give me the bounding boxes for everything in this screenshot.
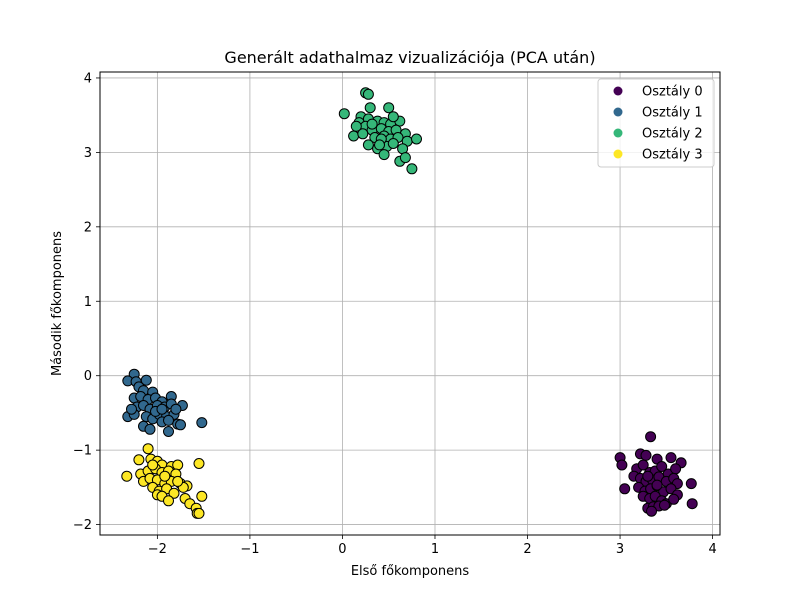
y-tick-label-1: −1 bbox=[73, 444, 92, 459]
series-2-point-37 bbox=[387, 111, 399, 123]
series-group-2 bbox=[338, 87, 422, 175]
series-0-point-5 bbox=[665, 452, 677, 464]
legend-marker-0 bbox=[613, 86, 623, 96]
series-3-point-6 bbox=[172, 459, 184, 471]
series-2-point-2 bbox=[338, 108, 350, 120]
series-1-point-3 bbox=[140, 374, 152, 386]
x-tick-label-0: −2 bbox=[148, 542, 167, 557]
x-tick-label-1: −1 bbox=[240, 542, 259, 557]
series-0-point-38 bbox=[686, 498, 698, 510]
series-0-point-13 bbox=[670, 463, 682, 475]
series-0-point-0 bbox=[645, 431, 657, 443]
data-points bbox=[121, 87, 698, 519]
series-2-point-33 bbox=[399, 152, 411, 164]
y-tick-label-2: 0 bbox=[84, 369, 92, 384]
legend-label-2: Osztály 2 bbox=[642, 127, 703, 142]
x-tick-label-2: 0 bbox=[338, 542, 346, 557]
y-tick-label-0: −2 bbox=[73, 518, 92, 533]
series-1-point-33 bbox=[196, 417, 208, 429]
series-3-point-3 bbox=[133, 454, 145, 466]
legend: Osztály 0 Osztály 1 Osztály 2 Osztály 3 bbox=[597, 78, 715, 168]
series-group-3 bbox=[121, 443, 208, 519]
chart-title: Generált adathalmaz vizualizációja (PCA … bbox=[224, 48, 595, 67]
series-0-point-44 bbox=[651, 479, 663, 491]
series-2-point-38 bbox=[374, 139, 385, 151]
series-1-point-31 bbox=[163, 426, 174, 437]
series-2-point-31 bbox=[378, 149, 390, 161]
series-0-point-42 bbox=[659, 499, 670, 511]
series-2-point-1 bbox=[362, 88, 374, 100]
legend-marker-1 bbox=[613, 107, 623, 117]
series-0-point-14 bbox=[616, 459, 628, 471]
series-3-point-36 bbox=[172, 475, 184, 487]
series-0-point-8 bbox=[637, 459, 649, 471]
series-3-point-38 bbox=[159, 470, 171, 482]
y-tick-label-4: 2 bbox=[84, 220, 92, 235]
series-3-point-7 bbox=[193, 458, 205, 469]
series-2-point-35 bbox=[366, 118, 378, 130]
series-3-point-25 bbox=[168, 487, 180, 499]
series-1-point-38 bbox=[170, 403, 182, 415]
series-group-1 bbox=[122, 368, 208, 437]
series-1-point-37 bbox=[156, 403, 168, 415]
plot-area-frame bbox=[99, 71, 721, 536]
series-2-point-34 bbox=[406, 163, 418, 175]
series-1-point-32 bbox=[175, 419, 186, 431]
grid-lines bbox=[100, 72, 720, 535]
legend-box bbox=[597, 78, 715, 168]
series-0-point-24 bbox=[619, 483, 631, 495]
series-0-point-37 bbox=[668, 493, 680, 505]
series-2-point-26 bbox=[362, 139, 374, 151]
legend-marker-2 bbox=[613, 128, 623, 138]
series-3-point-8 bbox=[121, 470, 133, 482]
series-0-point-23 bbox=[685, 478, 697, 490]
series-2-point-4 bbox=[383, 102, 395, 114]
x-tick-label-3: 1 bbox=[431, 542, 439, 557]
series-3-point-0 bbox=[142, 443, 154, 455]
y-axis-label: Második főkomponens bbox=[50, 231, 65, 376]
series-2-point-3 bbox=[364, 102, 376, 114]
x-tick-label-4: 2 bbox=[523, 542, 531, 557]
series-1-point-29 bbox=[144, 423, 156, 435]
series-2-point-19 bbox=[357, 128, 369, 140]
series-2-point-18 bbox=[348, 130, 360, 142]
axis-ticks: −2 −1 0 1 2 3 4 −2 −1 0 1 2 3 4 bbox=[73, 71, 717, 557]
series-3-point-37 bbox=[147, 459, 159, 471]
series-2-point-39 bbox=[350, 120, 362, 132]
y-tick-label-5: 3 bbox=[84, 146, 92, 161]
series-3-point-31 bbox=[196, 490, 208, 502]
series-0-point-45 bbox=[642, 470, 654, 482]
x-axis-label: Első főkomponens bbox=[351, 564, 470, 579]
series-group-0 bbox=[614, 431, 698, 517]
series-0-point-11 bbox=[656, 461, 668, 472]
x-tick-label-5: 3 bbox=[616, 542, 624, 557]
series-0-point-3 bbox=[640, 449, 652, 461]
series-1-point-36 bbox=[163, 414, 174, 426]
series-3-point-29 bbox=[163, 495, 174, 507]
legend-label-0: Osztály 0 bbox=[642, 85, 703, 100]
y-tick-label-3: 1 bbox=[84, 295, 92, 310]
legend-label-1: Osztály 1 bbox=[642, 106, 703, 121]
series-3-point-35 bbox=[193, 507, 205, 519]
series-2-point-25 bbox=[411, 133, 422, 145]
legend-marker-3 bbox=[613, 149, 623, 159]
series-0-point-43 bbox=[646, 505, 657, 517]
legend-label-3: Osztály 3 bbox=[642, 148, 703, 163]
y-tick-label-6: 4 bbox=[84, 71, 92, 86]
x-tick-label-6: 4 bbox=[708, 542, 716, 557]
series-1-point-34 bbox=[126, 403, 137, 415]
series-2-point-29 bbox=[387, 138, 399, 149]
